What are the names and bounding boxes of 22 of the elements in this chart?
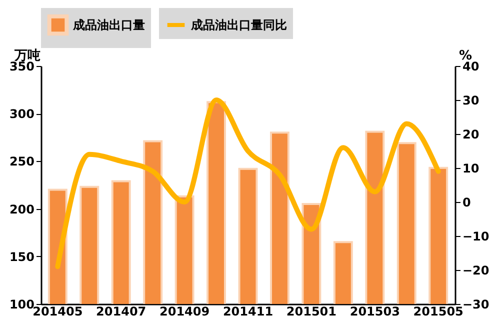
y2-tick-label: 40 bbox=[462, 60, 480, 74]
y-tick-label: 250 bbox=[9, 154, 34, 169]
y2-tick-label: 20 bbox=[462, 128, 480, 142]
y2-tick-label: 0 bbox=[462, 196, 471, 210]
x-tick-label: 201505 bbox=[413, 304, 464, 318]
x-tick-label: 201501 bbox=[286, 304, 337, 318]
y2-tick-label: 10 bbox=[462, 162, 480, 176]
y2-tick-label: −20 bbox=[462, 264, 490, 278]
legend-label: 成品油出口量同比 bbox=[190, 18, 287, 32]
y-tick-label: 100 bbox=[9, 298, 34, 312]
x-tick-label: 201503 bbox=[350, 304, 400, 318]
y2-tick-label: −30 bbox=[462, 298, 490, 312]
y-tick-label: 200 bbox=[9, 202, 34, 216]
y2-tick-label: 30 bbox=[462, 94, 480, 108]
x-tick-label: 201405 bbox=[32, 304, 83, 318]
y2-tick-label: −10 bbox=[462, 230, 490, 244]
y-tick-label: 150 bbox=[9, 250, 34, 264]
x-tick-label: 201411 bbox=[222, 304, 274, 318]
x-tick-label: 201409 bbox=[159, 304, 210, 318]
x-tick-label: 201407 bbox=[96, 304, 146, 318]
y-tick-label: 300 bbox=[9, 107, 34, 122]
legend-label: 成品油出口量 bbox=[72, 18, 145, 32]
